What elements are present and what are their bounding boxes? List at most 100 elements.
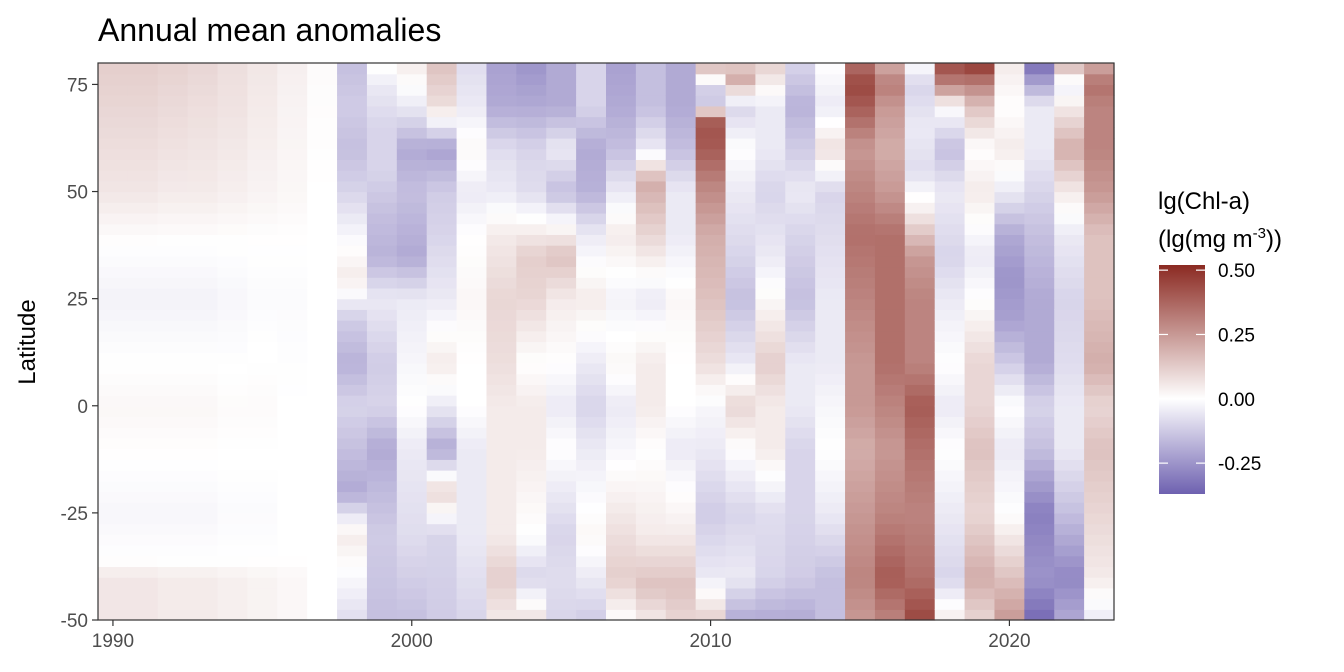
heatmap-cell — [1024, 191, 1055, 203]
heatmap-cell — [486, 577, 517, 589]
heatmap-cell — [845, 459, 876, 471]
heatmap-cell — [277, 212, 308, 225]
heatmap-cell — [904, 491, 936, 503]
heatmap-cell — [217, 395, 249, 407]
heatmap-cell — [1054, 170, 1085, 182]
heatmap-cell — [725, 491, 757, 503]
heatmap-cell — [964, 577, 996, 589]
heatmap-cell — [755, 63, 786, 75]
heatmap-cell — [98, 202, 129, 214]
heatmap-cell — [187, 480, 219, 493]
heatmap-cell — [127, 587, 159, 600]
heatmap-cell — [187, 137, 219, 150]
heatmap-cell — [934, 545, 966, 557]
heatmap-cell — [1054, 491, 1085, 503]
heatmap-cell — [546, 555, 577, 568]
heatmap-cell — [964, 587, 996, 600]
heatmap-cell — [994, 277, 1025, 289]
heatmap-cell — [904, 309, 936, 321]
heatmap-cell — [725, 502, 757, 514]
heatmap-cell — [247, 309, 278, 321]
heatmap-cell — [1024, 105, 1055, 118]
heatmap-cell — [755, 427, 786, 439]
heatmap-cell — [337, 127, 368, 139]
heatmap-cell — [247, 63, 278, 75]
heatmap-cell — [755, 191, 786, 203]
heatmap-cell — [546, 277, 577, 289]
heatmap-cell — [337, 502, 368, 514]
heatmap-cell — [307, 309, 338, 321]
heatmap-cell — [516, 148, 547, 160]
heatmap-cell — [665, 320, 697, 332]
heatmap-cell — [157, 223, 189, 235]
heatmap-cell — [366, 534, 398, 546]
heatmap-cell — [635, 502, 667, 514]
heatmap-cell — [874, 95, 906, 107]
heatmap-cell — [247, 287, 278, 300]
heatmap-cell — [157, 555, 189, 568]
heatmap-cell — [486, 287, 517, 300]
heatmap-cell — [217, 352, 249, 364]
heatmap-cell — [725, 320, 757, 332]
heatmap-cell — [755, 395, 786, 407]
heatmap-cell — [157, 127, 189, 139]
heatmap-cell — [845, 545, 876, 557]
heatmap-cell — [606, 255, 637, 268]
heatmap-cell — [755, 598, 786, 610]
heatmap-cell — [516, 320, 547, 332]
heatmap-cell — [576, 202, 607, 214]
heatmap-cell — [307, 298, 338, 310]
heatmap-cell — [665, 416, 697, 428]
heatmap-cell — [576, 159, 607, 171]
heatmap-cell — [606, 566, 637, 578]
heatmap-cell — [934, 191, 966, 203]
heatmap-cell — [1024, 405, 1055, 418]
heatmap-cell — [874, 523, 906, 535]
heatmap-cell — [187, 427, 219, 439]
heatmap-cell — [815, 137, 846, 150]
heatmap-cell — [217, 277, 249, 289]
heatmap-cell — [815, 480, 846, 493]
heatmap-cell — [98, 405, 129, 418]
heatmap-cell — [934, 245, 966, 257]
heatmap-cell — [934, 73, 966, 86]
heatmap-cell — [366, 159, 398, 171]
heatmap-cell — [1054, 534, 1085, 546]
heatmap-cell — [247, 223, 278, 235]
heatmap-cell — [576, 405, 607, 418]
heatmap-cell — [307, 362, 338, 375]
heatmap-cell — [635, 587, 667, 600]
heatmap-cell — [157, 491, 189, 503]
heatmap-cell — [845, 362, 876, 375]
heatmap-cell — [725, 459, 757, 471]
heatmap-cell — [396, 202, 428, 214]
heatmap-cell — [366, 84, 398, 96]
heatmap-cell — [964, 180, 996, 193]
heatmap-cell — [1054, 116, 1085, 128]
heatmap-cell — [337, 577, 368, 589]
heatmap-cell — [366, 405, 398, 418]
heatmap-cell — [277, 95, 308, 107]
heatmap-cell — [606, 502, 637, 514]
heatmap-cell — [1084, 266, 1115, 278]
heatmap-cell — [1054, 448, 1085, 460]
heatmap-cell — [456, 373, 488, 385]
heatmap-cell — [546, 352, 577, 364]
heatmap-cell — [934, 352, 966, 364]
heatmap-cell — [964, 148, 996, 160]
heatmap-cell — [755, 127, 786, 139]
heatmap-cell — [1024, 137, 1055, 150]
heatmap-cell — [755, 491, 786, 503]
heatmap-cell — [964, 212, 996, 225]
heatmap-cell — [217, 245, 249, 257]
heatmap-cell — [247, 137, 278, 150]
heatmap-cell — [247, 73, 278, 86]
heatmap-cell — [606, 105, 637, 118]
heatmap-cell — [337, 362, 368, 375]
heatmap-cell — [904, 63, 936, 75]
heatmap-cell — [546, 491, 577, 503]
heatmap-cell — [486, 170, 517, 182]
heatmap-cell — [755, 287, 786, 300]
heatmap-cell — [725, 223, 757, 235]
